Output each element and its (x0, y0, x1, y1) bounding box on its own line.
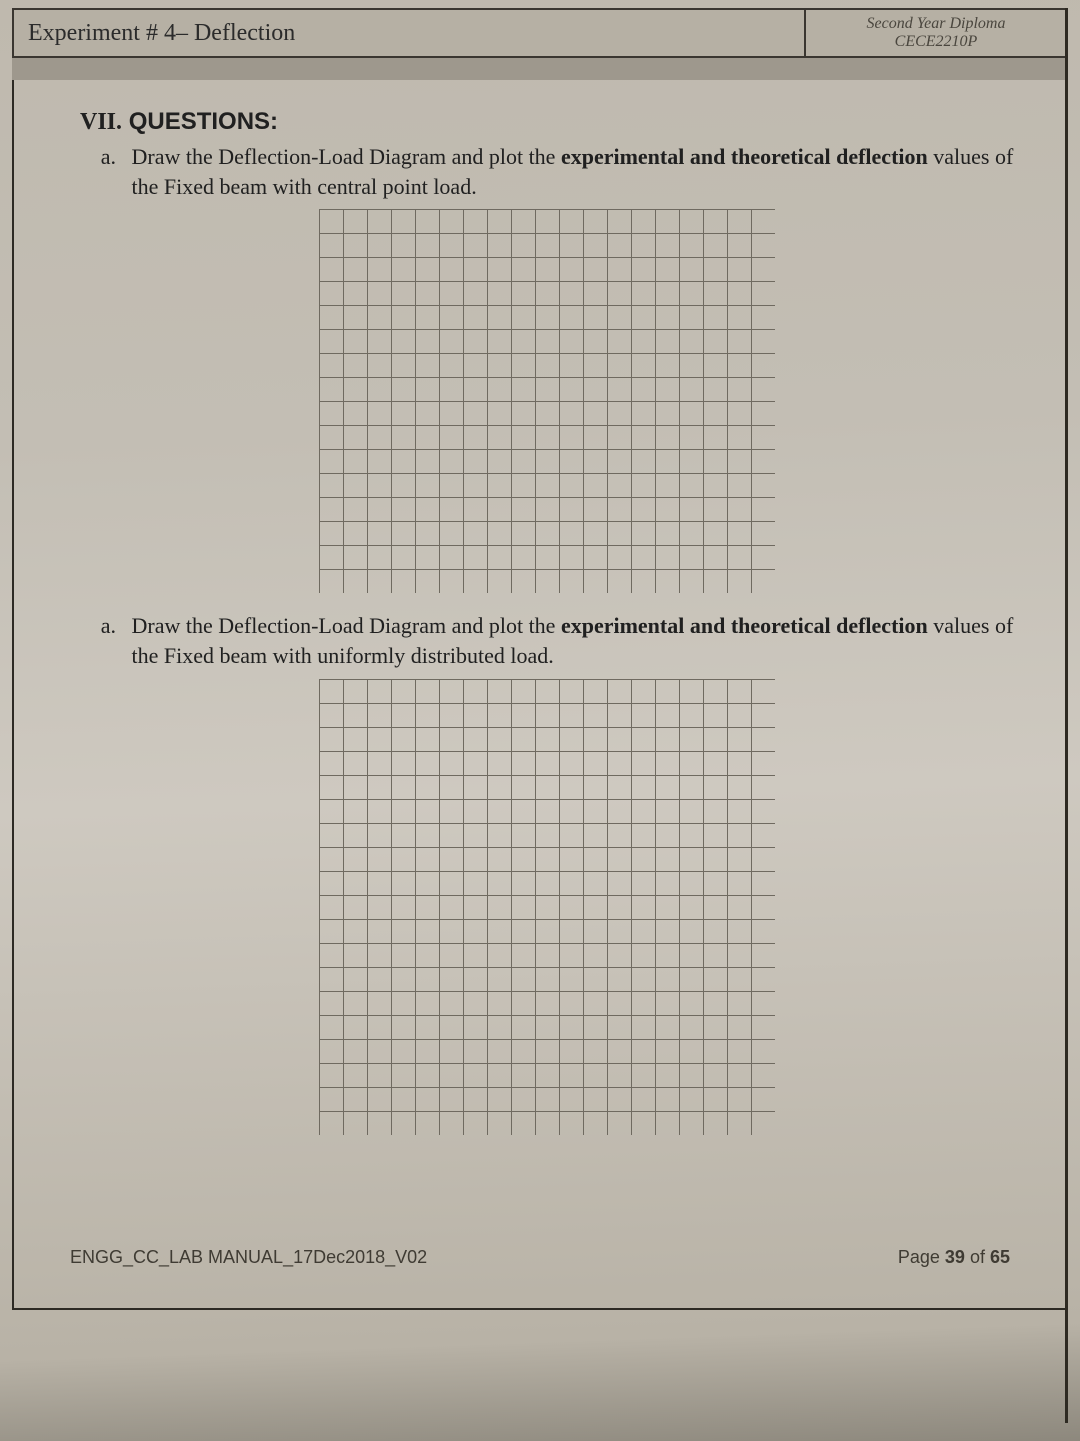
page-number: Page 39 of 65 (898, 1247, 1010, 1268)
question-marker: a. (66, 611, 126, 641)
page-total: 65 (990, 1247, 1010, 1267)
q-prefix: Draw the Deflection-Load Diagram and plo… (132, 613, 561, 638)
section-roman: VII. (80, 109, 122, 135)
question-text: Draw the Deflection-Load Diagram and plo… (132, 611, 1024, 670)
graph-grid-1 (319, 209, 775, 593)
graph-grid-1-wrap (66, 209, 1028, 593)
header-band (12, 58, 1068, 80)
section-label: QUESTIONS: (129, 108, 278, 135)
course-info: Second Year Diploma CECE2210P (806, 10, 1066, 56)
content-frame: VII. QUESTIONS: a. Draw the Deflection-L… (12, 80, 1068, 1310)
lab-manual-page: Experiment # 4– Deflection Second Year D… (0, 0, 1080, 1441)
experiment-title: Experiment # 4– Deflection (14, 10, 806, 56)
page-current: 39 (945, 1247, 965, 1267)
q-prefix: Draw the Deflection-Load Diagram and plo… (132, 144, 561, 169)
page-prefix: Page (898, 1247, 945, 1267)
page-footer: ENGG_CC_LAB MANUAL_17Dec2018_V02 Page 39… (70, 1247, 1010, 1268)
question-a2: a. Draw the Deflection-Load Diagram and … (66, 611, 1028, 670)
graph-grid-2 (319, 679, 775, 1135)
header-bar: Experiment # 4– Deflection Second Year D… (12, 8, 1068, 58)
graph-grid-2-wrap (66, 679, 1028, 1135)
page-mid: of (965, 1247, 990, 1267)
document-id: ENGG_CC_LAB MANUAL_17Dec2018_V02 (70, 1247, 427, 1268)
question-text: Draw the Deflection-Load Diagram and plo… (132, 142, 1024, 201)
q-bold: experimental and theoretical deflection (561, 144, 928, 169)
course-code: CECE2210P (895, 33, 978, 51)
question-a1: a. Draw the Deflection-Load Diagram and … (66, 142, 1028, 201)
section-heading: VII. QUESTIONS: (80, 108, 1028, 136)
question-marker: a. (66, 142, 126, 172)
q-bold: experimental and theoretical deflection (561, 613, 928, 638)
course-level: Second Year Diploma (867, 15, 1006, 33)
